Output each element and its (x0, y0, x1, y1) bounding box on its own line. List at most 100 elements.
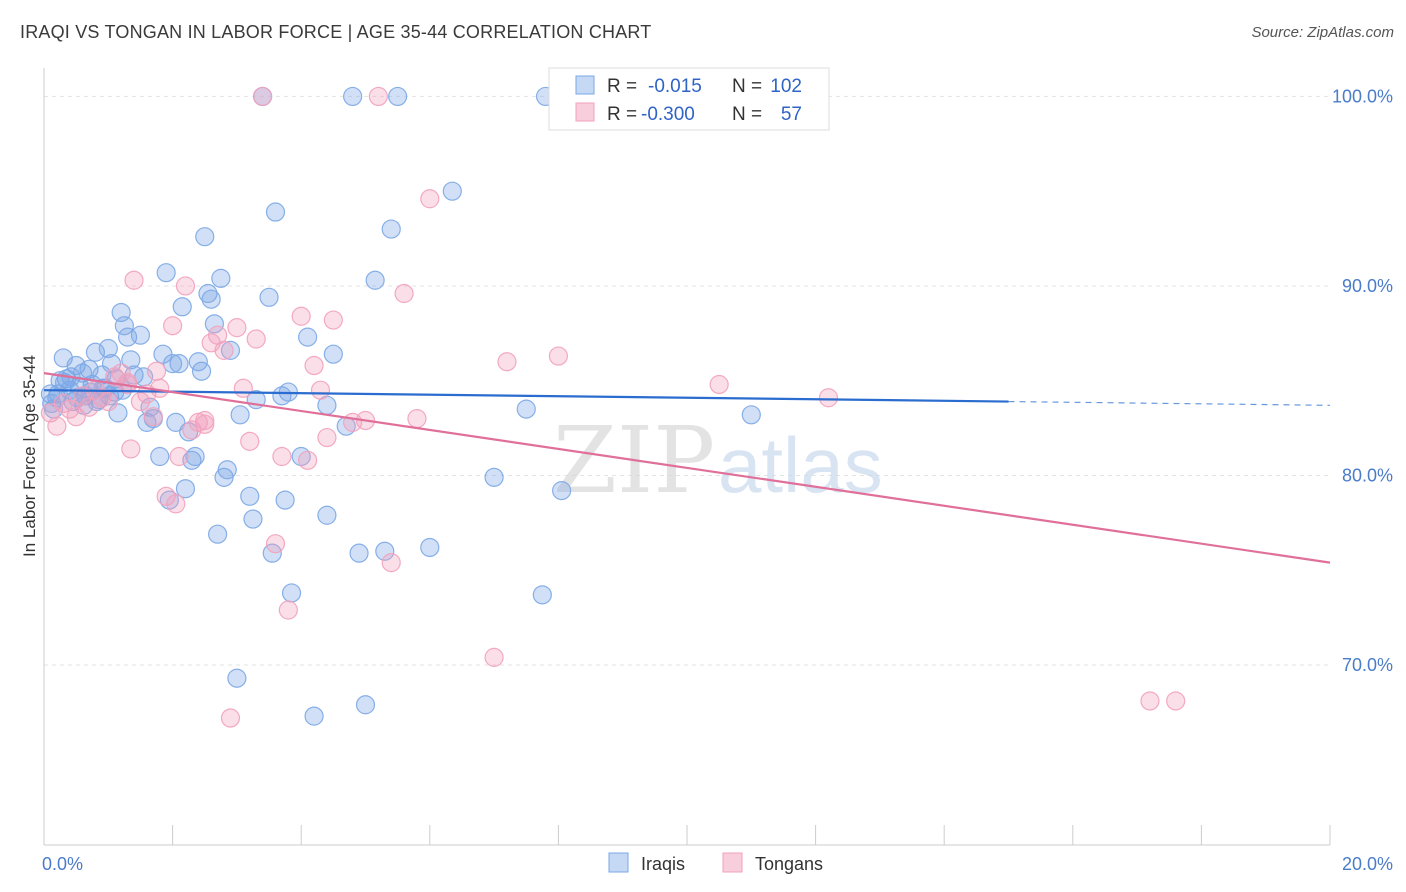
iraqis-point-57 (240, 486, 260, 506)
tongans-point-39 (278, 600, 298, 620)
tongans-point-57 (818, 388, 839, 408)
series-legend-label-iraqis: Iraqis (641, 854, 685, 874)
iraqis-point-79 (381, 219, 401, 239)
iraqis-point-40 (175, 479, 196, 499)
tongans-point-61 (195, 414, 215, 434)
tongans-point-35 (246, 329, 266, 349)
tongans-point-3 (60, 399, 80, 419)
iraqis-point-85 (516, 399, 536, 419)
tongans-point-45 (323, 310, 343, 330)
y-tick-label-1: 90.0% (1342, 276, 1393, 296)
tongans-point-32 (227, 318, 247, 338)
tongans-point-58 (1140, 691, 1160, 711)
tongans-point-30 (214, 340, 234, 360)
iraqis-point-37 (166, 412, 186, 432)
iraqis-point-36 (163, 354, 183, 374)
iraqis-point-51 (211, 268, 231, 288)
iraqis-point-45 (191, 361, 212, 381)
tongans-point-44 (317, 427, 337, 448)
iraqis-point-80 (388, 86, 408, 107)
tongans-point-50 (394, 283, 414, 304)
iraqis-point-14 (85, 342, 106, 362)
iraqis-point-56 (230, 405, 250, 425)
watermark-atlas: atlas (718, 421, 883, 509)
tongans-point-1 (47, 416, 67, 436)
tongans-point-18 (146, 361, 167, 381)
iraqis-point-54 (220, 340, 241, 360)
tongans-point-17 (143, 407, 163, 427)
legend-n-value-2: 57 (781, 104, 802, 125)
iraqis-point-82 (420, 537, 440, 558)
iraqis-point-67 (281, 583, 302, 603)
tongans-point-42 (304, 355, 324, 376)
iraqis-point-32 (150, 446, 170, 467)
iraqis-point-77 (355, 695, 376, 715)
tongans-point-51 (407, 408, 427, 429)
y-tick-labels: 100.0% 90.0% 80.0% 70.0% (1332, 86, 1393, 675)
x-tick-label-left: 0.0% (42, 854, 83, 874)
iraqis-point-73 (317, 505, 337, 525)
iraqis-point-76 (349, 543, 369, 563)
tongans-point-24 (175, 276, 196, 296)
iraqis-point-72 (323, 344, 343, 364)
iraqis-point-18 (98, 338, 118, 359)
y-axis-label: In Labor Force | Age 35-44 (20, 355, 39, 557)
tongans-trend-line (43, 372, 1331, 564)
tongans-point-22 (166, 494, 186, 514)
iraqis-point-83 (442, 181, 462, 201)
tongans-point-37 (265, 534, 286, 554)
tongans-point-6 (79, 397, 99, 417)
x-tick-label-right: 20.0% (1342, 854, 1393, 874)
iraqis-point-84 (484, 467, 504, 487)
iraqis-point-46 (195, 227, 215, 247)
iraqis-point-89 (741, 405, 761, 425)
iraqis-trend-line (43, 389, 1009, 403)
iraqis-point-23 (114, 316, 134, 336)
tongans-point-34 (240, 431, 260, 451)
iraqis-point-53 (217, 460, 237, 480)
iraqis-point-88 (552, 481, 572, 501)
watermark: ZIP atlas (553, 407, 883, 514)
tongans-point-14 (124, 270, 144, 290)
iraqis-point-86 (532, 585, 552, 605)
iraqis-point-81 (375, 541, 395, 561)
iraqis-point-25 (121, 350, 141, 370)
tongans-point-31 (220, 708, 241, 728)
legend-n-label-1: N = (732, 76, 762, 97)
legend-swatch-iraqis (575, 75, 595, 95)
tongans-point-59 (1166, 691, 1186, 711)
gridlines (44, 95, 1330, 666)
tongans-point-33 (233, 378, 253, 398)
tongans-point-52 (420, 189, 440, 209)
tongans-point-53 (484, 647, 504, 667)
tongans-point-56 (709, 374, 729, 395)
tongans-point-48 (368, 86, 388, 107)
iraqis-point-8 (66, 355, 86, 376)
iraqis-point-78 (365, 270, 385, 290)
legend-r-label-1: R = (607, 76, 637, 97)
tongans-point-20 (156, 486, 176, 506)
series-legend-label-tongans: Tongans (755, 854, 823, 874)
tongans-point-4 (66, 407, 86, 427)
iraqis-point-69 (298, 327, 318, 347)
tongans-point-49 (381, 553, 401, 573)
iraqis-point-27 (130, 325, 151, 345)
axes (43, 68, 1331, 846)
iraqis-point-70 (304, 706, 324, 726)
tongans-point-55 (548, 346, 569, 366)
stats-legend: R = -0.015 N = 102 R = -0.300 N = 57 (548, 67, 830, 131)
iraqis-point-39 (172, 297, 192, 317)
tongans-point-40 (291, 306, 311, 326)
legend-n-label-2: N = (732, 104, 762, 125)
series-legend-swatch-tongans (722, 852, 743, 873)
data-points (40, 86, 1186, 728)
legend-swatch-tongans (575, 102, 595, 122)
iraqis-point-48 (201, 289, 221, 309)
tongans-point-43 (310, 380, 331, 400)
tongans-point-54 (497, 352, 517, 372)
iraqis-point-38 (169, 354, 189, 374)
iraqis-point-75 (343, 86, 363, 107)
iraqis-point-43 (185, 446, 205, 467)
series-legend-swatch-iraqis (608, 852, 629, 873)
